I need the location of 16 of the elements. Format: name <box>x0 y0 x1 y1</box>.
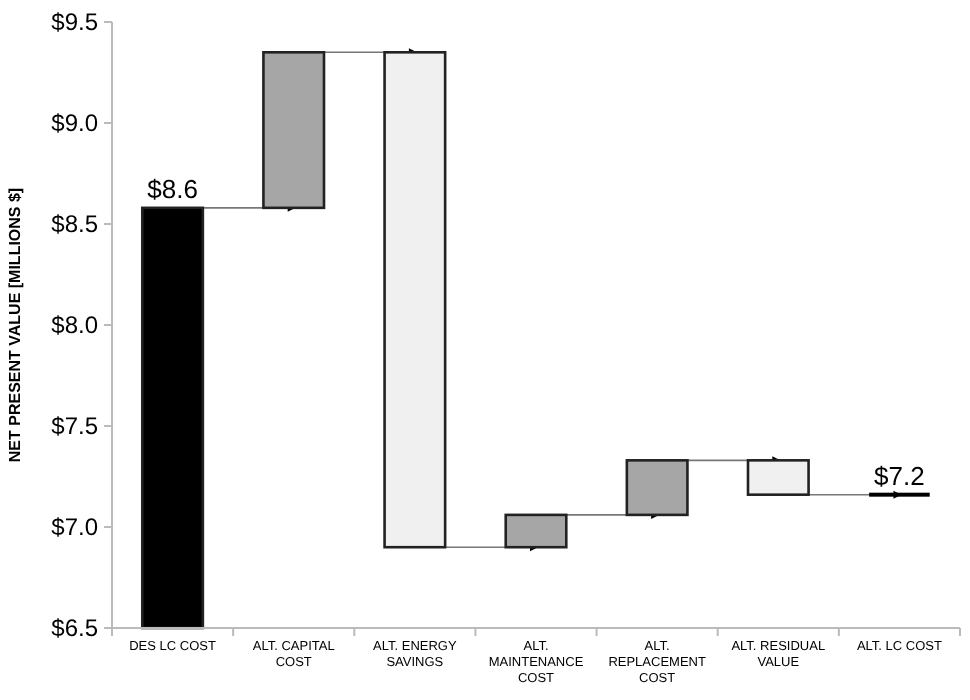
bar <box>504 513 568 549</box>
y-tick-label: $8.0 <box>51 311 99 340</box>
y-axis-title: NET PRESENT VALUE [MILLIONS $] <box>6 187 24 463</box>
bar <box>140 206 205 630</box>
y-tick-label: $7.0 <box>51 513 99 542</box>
bar <box>746 459 810 496</box>
y-tick-label: $7.5 <box>51 412 99 441</box>
data-label: $8.6 <box>147 173 198 204</box>
y-tick-label: $8.5 <box>51 210 99 239</box>
bar <box>262 51 326 210</box>
data-label: $7.2 <box>874 460 925 491</box>
y-tick-label: $6.5 <box>51 614 99 643</box>
bar <box>383 51 447 549</box>
y-tick-label: $9.0 <box>51 109 99 138</box>
bar <box>625 459 689 517</box>
y-tick-label: $9.5 <box>51 8 99 37</box>
